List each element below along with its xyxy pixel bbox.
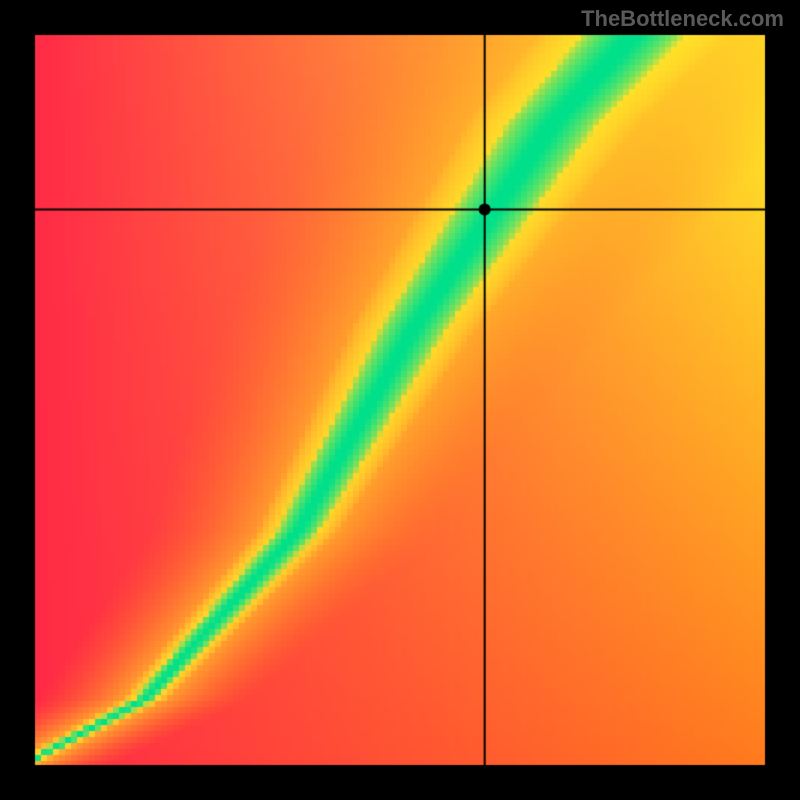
- chart-container: TheBottleneck.com: [0, 0, 800, 800]
- heatmap-canvas: [0, 0, 800, 800]
- watermark-text: TheBottleneck.com: [581, 6, 784, 32]
